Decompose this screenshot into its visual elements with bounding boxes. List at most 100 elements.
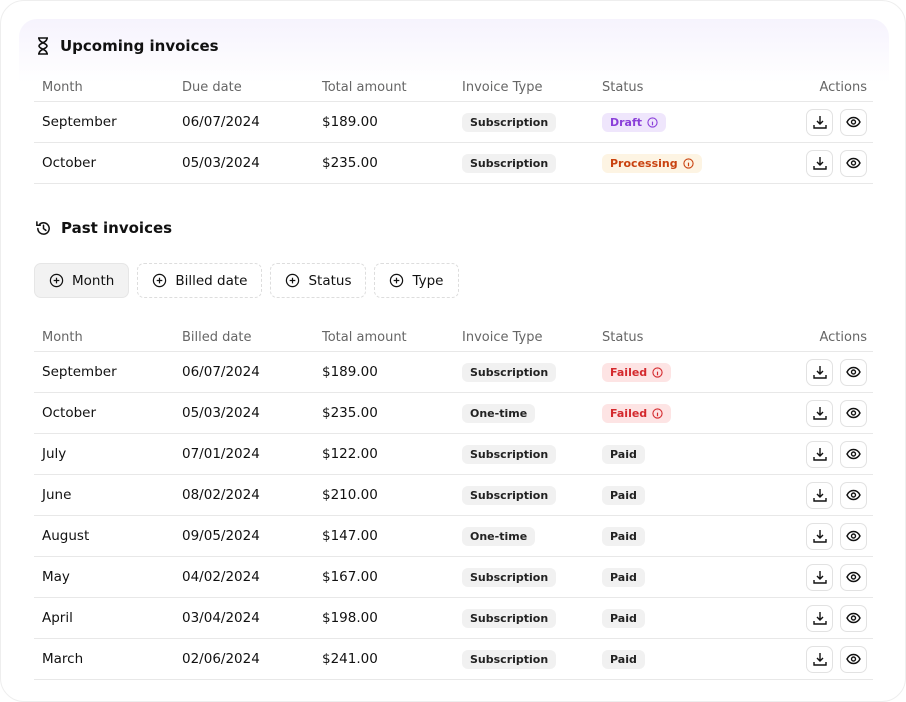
table-cell: Failed [594, 403, 726, 423]
download-icon [812, 116, 827, 129]
type-badge: Subscription [462, 444, 557, 464]
view-button[interactable] [840, 645, 867, 673]
title-text: Upcoming invoices [60, 37, 219, 55]
status-badge: Failed [602, 403, 672, 423]
table-cell: $122.00 [322, 446, 378, 462]
download-button[interactable] [806, 108, 833, 136]
download-icon [812, 571, 827, 584]
table-cell: July [42, 446, 67, 462]
status-badge: Paid [602, 485, 645, 505]
view-button[interactable] [840, 108, 867, 136]
eye-icon [846, 366, 861, 378]
table-cell: 03/04/2024 [182, 610, 260, 626]
view-button[interactable] [840, 358, 867, 386]
table-cell: Subscription [454, 608, 594, 628]
status-text: Failed [610, 406, 648, 420]
download-button[interactable] [806, 604, 833, 632]
type-badge: One-time [462, 403, 536, 423]
status-badge: Paid [602, 649, 645, 669]
eye-icon [846, 489, 861, 501]
column-header: Month [42, 329, 83, 345]
view-button[interactable] [840, 149, 867, 177]
download-button[interactable] [806, 522, 833, 550]
info-icon [652, 366, 663, 378]
download-icon [812, 530, 827, 543]
column-header: Actions [819, 79, 868, 95]
download-button[interactable] [806, 399, 833, 427]
table-cell: August [42, 528, 90, 544]
type-badge: Subscription [462, 567, 557, 587]
table-cell: $241.00 [322, 651, 378, 667]
download-icon [812, 489, 827, 502]
view-button[interactable] [840, 399, 867, 427]
column-header: Month [42, 79, 83, 95]
filter-button[interactable]: Status [270, 263, 367, 298]
header-bg [19, 19, 889, 83]
download-button[interactable] [806, 563, 833, 591]
filter-button[interactable]: Billed date [137, 263, 263, 298]
view-button[interactable] [840, 522, 867, 550]
upcoming-table: Month Due date Total amount Invoice Type Sta… [34, 73, 873, 184]
download-icon [812, 407, 827, 420]
column-header: Invoice Type [462, 79, 543, 95]
table-cell: Subscription [454, 649, 594, 669]
table-cell: May [42, 569, 70, 585]
type-badge: Subscription [462, 112, 557, 132]
table-row: October 05/03/2024 $235.00 One-time Failed [34, 393, 873, 434]
actions [726, 149, 873, 177]
actions [726, 399, 873, 427]
table-cell: One-time [454, 403, 594, 423]
plus-icon [49, 273, 64, 288]
download-button[interactable] [806, 358, 833, 386]
column-header: Billed date [182, 329, 252, 345]
view-button[interactable] [840, 604, 867, 632]
download-button[interactable] [806, 645, 833, 673]
column-header: Total amount [322, 79, 407, 95]
table-cell: $235.00 [322, 155, 378, 171]
table-cell: Subscription [454, 567, 594, 587]
download-button[interactable] [806, 481, 833, 509]
view-button[interactable] [840, 563, 867, 591]
type-badge: Subscription [462, 362, 557, 382]
status-text: Paid [610, 652, 637, 666]
status-badge: Paid [602, 567, 645, 587]
table-cell: Subscription [454, 153, 594, 173]
type-badge: Subscription [462, 608, 557, 628]
eye-icon [846, 448, 861, 460]
table-cell: Subscription [454, 362, 594, 382]
table-cell: 08/02/2024 [182, 487, 260, 503]
eye-icon [846, 653, 861, 665]
table-cell: April [42, 610, 73, 626]
download-button[interactable] [806, 149, 833, 177]
status-badge: Paid [602, 444, 645, 464]
view-button[interactable] [840, 440, 867, 468]
status-text: Processing [610, 156, 678, 170]
view-button[interactable] [840, 481, 867, 509]
past-table: Month Billed date Total amount Invoice Type… [34, 323, 873, 680]
table-cell: Paid [594, 608, 726, 628]
filter-button[interactable]: Type [374, 263, 459, 298]
table-row: October 05/03/2024 $235.00 Subscription Proc… [34, 143, 873, 184]
column-header: Invoice Type [462, 329, 543, 345]
table-cell: $235.00 [322, 405, 378, 421]
status-badge: Processing [602, 153, 702, 173]
actions [726, 645, 873, 673]
table-row: May 04/02/2024 $167.00 Subscription Paid [34, 557, 873, 598]
info-icon [682, 157, 694, 169]
table-cell: 04/02/2024 [182, 569, 260, 585]
table-cell: Paid [594, 485, 726, 505]
table-row: September 06/07/2024 $189.00 Subscription Fa… [34, 352, 873, 393]
table-cell: 07/01/2024 [182, 446, 260, 462]
status-text: Failed [610, 365, 648, 379]
download-button[interactable] [806, 440, 833, 468]
table-cell: Paid [594, 649, 726, 669]
column-header: Status [602, 79, 644, 95]
download-icon [812, 157, 827, 170]
filter-button[interactable]: Month [34, 263, 130, 298]
table-row: June 08/02/2024 $210.00 Subscription Paid [34, 475, 873, 516]
filter-label: Billed date [175, 272, 248, 289]
actions [726, 108, 873, 136]
status-text: Paid [610, 611, 637, 625]
table-cell: 09/05/2024 [182, 528, 260, 544]
table-row: August 09/05/2024 $147.00 One-time Paid [34, 516, 873, 557]
